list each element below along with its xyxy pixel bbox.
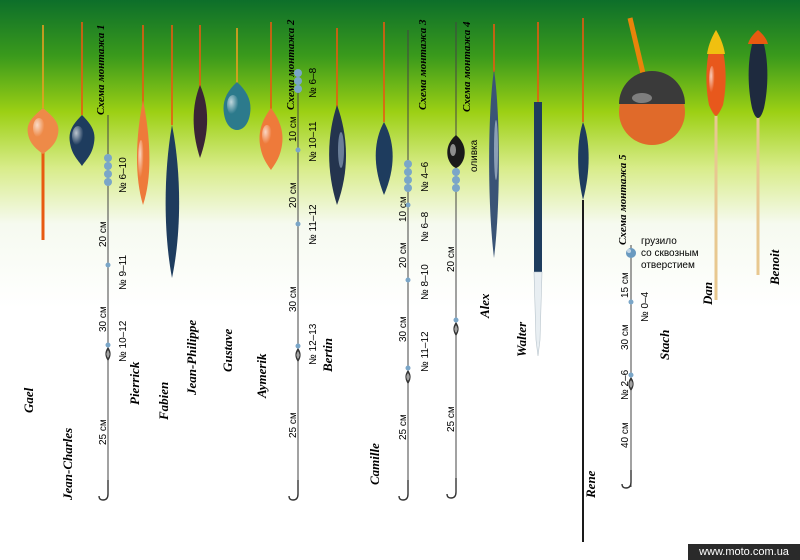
float-benoit (748, 30, 768, 275)
float-pierrick (136, 25, 150, 378)
site-watermark: www.moto.com.ua (688, 544, 800, 560)
scheme-5-label: № 2–6 (620, 369, 631, 400)
float-jean-charles (69, 22, 95, 490)
scheme-2-label: № 10–11 (308, 121, 319, 162)
scheme-3-label: № 8–10 (420, 264, 431, 300)
scheme-3-label: 25 см (398, 414, 409, 440)
scheme-2-label: № 11–12 (308, 204, 319, 245)
float-gael (27, 25, 59, 382)
scheme-1-label: 20 см (98, 221, 109, 247)
float-dan (706, 30, 726, 300)
scheme-3-label: 10 см (398, 196, 409, 222)
scheme-2-label: 20 см (288, 182, 299, 208)
float-jean-philippe (193, 25, 208, 340)
float-name-camille: Camille (367, 443, 382, 485)
scheme-2-label: 25 см (288, 412, 299, 438)
float-stach (619, 17, 685, 370)
float-name-walter: Walter (514, 321, 529, 357)
float-body (534, 102, 542, 272)
scheme-1-label: № 9–11 (118, 255, 129, 290)
scheme-2-label: № 12–13 (308, 323, 319, 365)
scheme-4-label: 25 см (446, 406, 457, 432)
scheme-4-label: 20 см (446, 246, 457, 272)
scheme-3-label: 20 см (398, 242, 409, 268)
scheme-1-title: Схема монтажа 1 (95, 24, 107, 115)
float-names: Gael Jean-Charles Pierrick Fabien Jean-P… (21, 249, 782, 501)
scheme-5-label: 15 см (620, 272, 631, 298)
float-rene (578, 18, 589, 542)
scheme-2-label: 30 см (288, 286, 299, 312)
scheme-titles: Схема монтажа 1 Схема монтажа 2 Схема мо… (95, 19, 629, 245)
float-walter (533, 22, 543, 357)
scheme-2-label: 10 см (288, 116, 299, 142)
float-name-gael: Gael (21, 387, 36, 413)
rig-scheme-1 (98, 115, 112, 501)
scheme-1-label: № 6–10 (118, 157, 129, 193)
float-name-rene: Rene (583, 470, 598, 499)
scheme-4-label: оливка (469, 139, 480, 172)
float-body (578, 122, 589, 200)
float-aymerik (259, 22, 283, 360)
float-name-aymerik: Aymerik (254, 353, 269, 399)
float-name-dan: Dan (700, 282, 715, 306)
scheme-2-label: № 6–8 (308, 67, 319, 98)
float-name-bertin: Bertin (320, 338, 335, 373)
rig-scheme-2 (288, 69, 302, 501)
scheme-5-label: со сквозным (641, 248, 699, 259)
float-body (375, 122, 393, 195)
float-body (748, 30, 768, 118)
float-body (165, 125, 180, 278)
scheme-3-label: № 6–8 (420, 211, 431, 242)
scheme-1-label: 25 см (98, 419, 109, 445)
scheme-5-label: 40 см (620, 422, 631, 448)
float-alex (489, 24, 499, 320)
rig-scheme-4 (446, 22, 465, 499)
float-body (329, 105, 347, 205)
float-name-alex: Alex (477, 293, 492, 319)
scheme-5-label: 30 см (620, 324, 631, 350)
rig-scheme-5 (621, 245, 636, 489)
scheme-4-title: Схема монтажа 4 (461, 21, 473, 112)
float-name-pierrick: Pierrick (127, 361, 142, 405)
float-fabien (165, 25, 180, 378)
scheme-5-label: грузило (641, 236, 677, 247)
float-bertin (329, 28, 347, 368)
scheme-3-label: № 11–12 (420, 331, 431, 372)
scheme-5-label: № 0–4 (640, 291, 651, 322)
float-body (489, 70, 499, 258)
scheme-2-title: Схема монтажа 2 (285, 19, 297, 110)
scheme-3-title: Схема монтажа 3 (417, 19, 429, 110)
scheme-5-label: отверстием (641, 260, 695, 271)
scheme-5-title: Схема монтажа 5 (617, 154, 629, 245)
scheme-3-label: № 4–6 (420, 161, 431, 192)
float-name-jean-philippe: Jean-Philippe (184, 320, 199, 396)
float-name-stach: Stach (657, 330, 672, 360)
float-name-gustave: Gustave (220, 328, 235, 372)
float-name-benoit: Benoit (767, 249, 782, 286)
scheme-1-label: 30 см (98, 306, 109, 332)
rig-annotations: № 6–10 20 см № 9–11 30 см № 10–12 25 см … (98, 67, 699, 448)
rig-scheme-3 (398, 30, 412, 501)
scheme-1-label: № 10–12 (118, 320, 129, 362)
scheme-3-label: 30 см (398, 316, 409, 342)
float-name-jean-charles: Jean-Charles (60, 428, 75, 501)
float-camille (375, 22, 393, 490)
float-name-fabien: Fabien (156, 382, 171, 421)
float-gustave (223, 28, 251, 338)
float-body (193, 85, 208, 158)
